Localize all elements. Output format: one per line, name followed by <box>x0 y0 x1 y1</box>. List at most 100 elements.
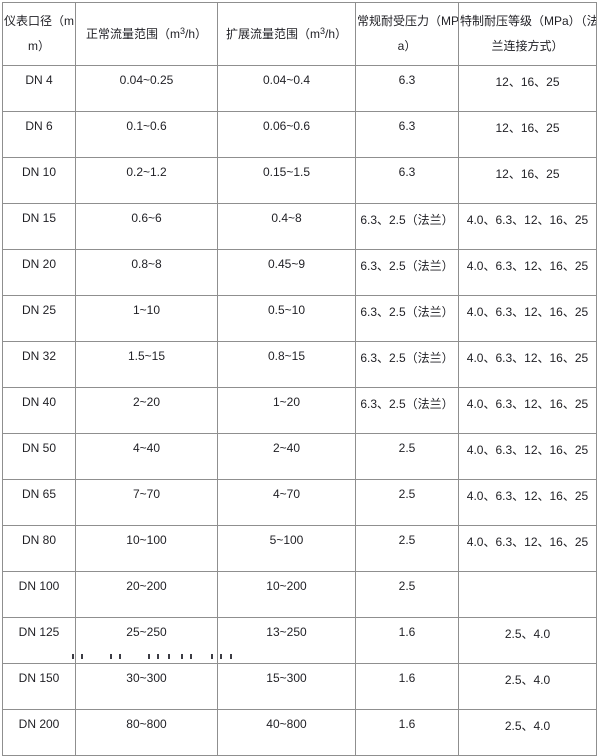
cell-normal-flow: 2~20 <box>75 387 218 434</box>
cell-diameter: DN 80 <box>2 525 76 572</box>
cell-special-pressure: 4.0、6.3、12、16、25 <box>458 525 597 572</box>
cell-normal-flow: 10~100 <box>75 525 218 572</box>
cell-normal-pressure: 6.3、2.5（法兰） <box>355 341 459 388</box>
cell-diameter: DN 125 <box>2 617 76 664</box>
cell-extended-flow: 4~70 <box>217 479 356 526</box>
cell-extended-flow: 1~20 <box>217 387 356 434</box>
cell-normal-pressure: 6.3、2.5（法兰） <box>355 295 459 342</box>
cell-normal-pressure: 6.3 <box>355 111 459 158</box>
header-normal-pressure: 常规耐受压力（MP a） <box>355 2 459 66</box>
header-extended-flow-post: /h） <box>325 26 348 41</box>
cell-diameter: DN 4 <box>2 65 76 112</box>
table-row: DN 40 2~20 1~20 6.3、2.5（法兰） 4.0、6.3、12、1… <box>2 387 597 434</box>
cell-normal-pressure: 6.3 <box>355 157 459 204</box>
cell-extended-flow: 0.5~10 <box>217 295 356 342</box>
cell-normal-pressure: 2.5 <box>355 571 459 618</box>
cell-special-pressure: 4.0、6.3、12、16、25 <box>458 295 597 342</box>
cell-normal-pressure: 6.3、2.5（法兰） <box>355 203 459 250</box>
header-special-pressure-line1: 特制耐压等级（MPa）（法 <box>460 14 597 28</box>
header-normal-flow-post: /h） <box>185 26 208 41</box>
cell-normal-flow: 1.5~15 <box>75 341 218 388</box>
cell-diameter: DN 15 <box>2 203 76 250</box>
cell-special-pressure: 4.0、6.3、12、16、25 <box>458 341 597 388</box>
cell-extended-flow: 2~40 <box>217 433 356 480</box>
table-row: DN 65 7~70 4~70 2.5 4.0、6.3、12、16、25 <box>2 479 597 526</box>
cell-diameter: DN 20 <box>2 249 76 296</box>
cell-diameter: DN 25 <box>2 295 76 342</box>
cell-normal-flow: 20~200 <box>75 571 218 618</box>
cubic-superscript: 3 <box>179 25 185 36</box>
cell-normal-flow: 80~800 <box>75 709 218 756</box>
table-row: DN 50 4~40 2~40 2.5 4.0、6.3、12、16、25 <box>2 433 597 480</box>
cell-diameter: DN 65 <box>2 479 76 526</box>
cell-normal-flow: 1~10 <box>75 295 218 342</box>
cell-normal-pressure: 6.3 <box>355 65 459 112</box>
cell-diameter: DN 6 <box>2 111 76 158</box>
clipped-text-fragment <box>72 654 272 660</box>
cell-extended-flow: 15~300 <box>217 663 356 710</box>
header-diameter: 仪表口径（m m） <box>2 2 76 66</box>
header-diameter-line1: 仪表口径（m <box>4 14 74 28</box>
cell-special-pressure: 4.0、6.3、12、16、25 <box>458 249 597 296</box>
cubic-superscript: 3 <box>319 25 325 36</box>
cell-normal-pressure: 6.3、2.5（法兰） <box>355 387 459 434</box>
cell-special-pressure: 12、16、25 <box>458 111 597 158</box>
cell-normal-flow: 0.1~0.6 <box>75 111 218 158</box>
cell-diameter: DN 150 <box>2 663 76 710</box>
cell-normal-flow: 25~250 <box>75 617 218 664</box>
table-row: DN 100 20~200 10~200 2.5 <box>2 571 597 618</box>
cell-special-pressure: 4.0、6.3、12、16、25 <box>458 387 597 434</box>
table-row: DN 200 80~800 40~800 1.6 2.5、4.0 <box>2 709 597 756</box>
cell-normal-flow: 0.2~1.2 <box>75 157 218 204</box>
cell-special-pressure: 4.0、6.3、12、16、25 <box>458 433 597 480</box>
cell-normal-pressure: 2.5 <box>355 525 459 572</box>
table-row: DN 10 0.2~1.2 0.15~1.5 6.3 12、16、25 <box>2 157 597 204</box>
table-row: DN 4 0.04~0.25 0.04~0.4 6.3 12、16、25 <box>2 65 597 112</box>
table-row: DN 15 0.6~6 0.4~8 6.3、2.5（法兰） 4.0、6.3、12… <box>2 203 597 250</box>
cell-extended-flow: 40~800 <box>217 709 356 756</box>
cell-extended-flow: 0.04~0.4 <box>217 65 356 112</box>
table-row: DN 6 0.1~0.6 0.06~0.6 6.3 12、16、25 <box>2 111 597 158</box>
header-diameter-line2: m） <box>28 39 50 53</box>
cell-special-pressure: 4.0、6.3、12、16、25 <box>458 479 597 526</box>
header-normal-pressure-line2: a） <box>397 39 417 53</box>
cell-extended-flow: 0.06~0.6 <box>217 111 356 158</box>
cell-diameter: DN 40 <box>2 387 76 434</box>
cell-special-pressure: 12、16、25 <box>458 157 597 204</box>
cell-diameter: DN 10 <box>2 157 76 204</box>
cell-extended-flow: 10~200 <box>217 571 356 618</box>
cell-extended-flow: 0.8~15 <box>217 341 356 388</box>
header-extended-flow-pre: 扩展流量范围（m <box>225 26 320 41</box>
table-row: DN 150 30~300 15~300 1.6 2.5、4.0 <box>2 663 597 710</box>
cell-special-pressure: 4.0、6.3、12、16、25 <box>458 203 597 250</box>
cell-diameter: DN 32 <box>2 341 76 388</box>
cell-normal-pressure: 2.5 <box>355 479 459 526</box>
table-row: DN 125 25~250 13~250 1.6 2.5、4.0 <box>2 617 597 664</box>
table-row: DN 32 1.5~15 0.8~15 6.3、2.5（法兰） 4.0、6.3、… <box>2 341 597 388</box>
header-extended-flow-range: 扩展流量范围（m3/h） <box>217 2 356 66</box>
cell-normal-pressure: 1.6 <box>355 709 459 756</box>
cell-normal-flow: 30~300 <box>75 663 218 710</box>
cell-extended-flow: 5~100 <box>217 525 356 572</box>
cell-special-pressure: 2.5、4.0 <box>458 617 597 664</box>
header-normal-flow-range: 正常流量范围（m3/h） <box>75 2 218 66</box>
cell-normal-pressure: 1.6 <box>355 663 459 710</box>
cell-normal-pressure: 1.6 <box>355 617 459 664</box>
cell-normal-flow: 0.04~0.25 <box>75 65 218 112</box>
cell-diameter: DN 100 <box>2 571 76 618</box>
header-row: 仪表口径（m m） 正常流量范围（m3/h） 扩展流量范围（m3/h） 常规耐受… <box>2 2 597 66</box>
table-row: DN 20 0.8~8 0.45~9 6.3、2.5（法兰） 4.0、6.3、1… <box>2 249 597 296</box>
header-special-pressure-line2: 兰连接方式） <box>491 39 564 53</box>
table-row: DN 80 10~100 5~100 2.5 4.0、6.3、12、16、25 <box>2 525 597 572</box>
cell-diameter: DN 200 <box>2 709 76 756</box>
cell-diameter: DN 50 <box>2 433 76 480</box>
cell-special-pressure: 2.5、4.0 <box>458 709 597 756</box>
cell-special-pressure <box>458 571 597 618</box>
cell-special-pressure: 2.5、4.0 <box>458 663 597 710</box>
cell-normal-flow: 4~40 <box>75 433 218 480</box>
cell-special-pressure: 12、16、25 <box>458 65 597 112</box>
cell-normal-pressure: 2.5 <box>355 433 459 480</box>
table-row: DN 25 1~10 0.5~10 6.3、2.5（法兰） 4.0、6.3、12… <box>2 295 597 342</box>
header-normal-flow-pre: 正常流量范围（m <box>85 26 180 41</box>
